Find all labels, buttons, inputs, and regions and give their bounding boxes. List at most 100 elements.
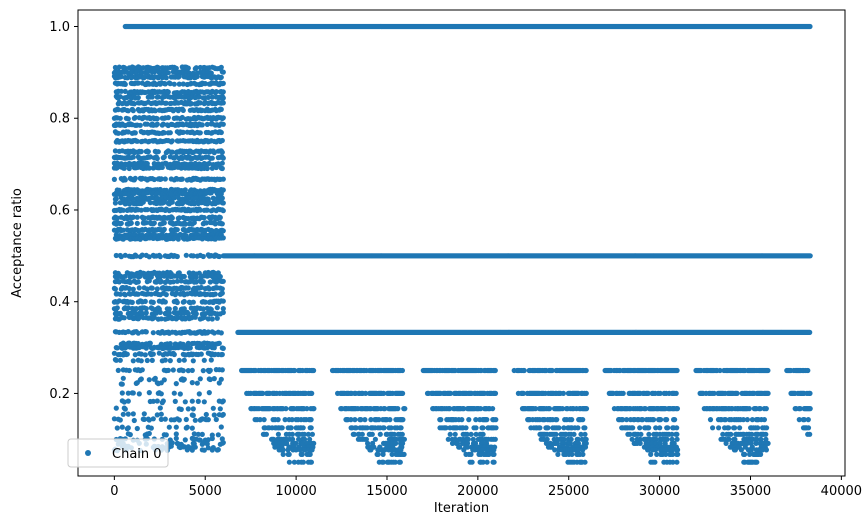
data-point (131, 417, 137, 424)
data-point (157, 254, 163, 260)
data-point (211, 150, 217, 156)
data-point (116, 279, 122, 285)
data-point (220, 200, 226, 206)
data-point (189, 447, 195, 453)
data-point (118, 220, 124, 226)
data-point (131, 190, 137, 196)
data-point (137, 236, 143, 242)
data-point (177, 391, 183, 397)
data-point (139, 367, 145, 373)
data-point (122, 273, 128, 279)
data-point (169, 199, 175, 205)
data-point (807, 253, 813, 259)
data-point (113, 196, 119, 202)
data-point (159, 164, 165, 170)
data-point (220, 309, 226, 316)
data-point (146, 278, 152, 284)
data-point (185, 406, 191, 412)
data-point (217, 274, 223, 280)
data-point (136, 391, 142, 397)
data-point (215, 199, 221, 205)
data-point (220, 69, 226, 75)
data-point (219, 149, 225, 155)
data-point (154, 190, 160, 196)
data-point (173, 381, 179, 387)
data-point (146, 254, 152, 260)
data-point (218, 129, 224, 136)
data-point (163, 292, 169, 298)
data-point (209, 94, 215, 100)
data-point (132, 175, 138, 181)
data-point (155, 65, 161, 71)
data-point (190, 406, 196, 412)
data-point (201, 357, 207, 363)
data-point (211, 345, 217, 351)
data-point (215, 447, 221, 453)
data-point (193, 274, 199, 280)
data-point (218, 74, 224, 80)
data-point (199, 236, 205, 242)
data-point (118, 254, 124, 260)
data-point (308, 425, 314, 431)
data-point (311, 406, 317, 412)
data-point (169, 138, 175, 144)
data-point (220, 89, 226, 95)
data-point (135, 80, 141, 86)
data-point (150, 351, 156, 357)
data-point (171, 390, 177, 396)
data-point (220, 208, 226, 214)
data-point (165, 115, 171, 121)
data-point (307, 451, 313, 457)
data-point (209, 316, 215, 322)
data-point (144, 121, 150, 127)
data-point (112, 64, 118, 71)
data-point (126, 165, 132, 172)
data-point (207, 367, 213, 373)
data-point (311, 367, 317, 374)
data-point (176, 73, 182, 79)
data-point (202, 81, 208, 87)
data-point (151, 220, 157, 226)
data-point (115, 130, 121, 136)
data-point (162, 416, 168, 422)
data-point (112, 148, 118, 154)
data-point (219, 195, 225, 201)
data-point (189, 367, 195, 373)
data-point (131, 101, 137, 107)
data-point (399, 431, 405, 437)
data-point (492, 367, 498, 374)
data-point (220, 100, 226, 106)
data-point (162, 81, 168, 87)
data-point (220, 95, 226, 101)
data-point (168, 191, 174, 197)
data-point (162, 357, 168, 363)
data-point (219, 165, 225, 172)
data-point (130, 390, 136, 396)
data-point (401, 451, 407, 457)
data-point (214, 305, 220, 311)
data-point (157, 309, 163, 315)
data-point (308, 459, 314, 465)
data-point (213, 89, 219, 95)
data-point (204, 207, 210, 213)
data-point (220, 228, 226, 234)
data-point (214, 315, 220, 321)
data-point (162, 299, 168, 305)
data-point (137, 273, 143, 279)
data-point (151, 176, 157, 183)
data-point (300, 425, 306, 431)
data-point (180, 81, 186, 87)
data-point (142, 298, 148, 304)
data-point (285, 447, 291, 453)
data-point (150, 299, 156, 305)
data-point (171, 195, 177, 201)
data-point (132, 130, 138, 136)
data-point (163, 75, 169, 81)
data-point (182, 221, 188, 227)
data-point (193, 65, 199, 71)
data-point (368, 447, 374, 453)
data-point (134, 380, 140, 386)
data-point (146, 390, 152, 396)
data-point (120, 375, 126, 381)
data-point (117, 115, 123, 121)
